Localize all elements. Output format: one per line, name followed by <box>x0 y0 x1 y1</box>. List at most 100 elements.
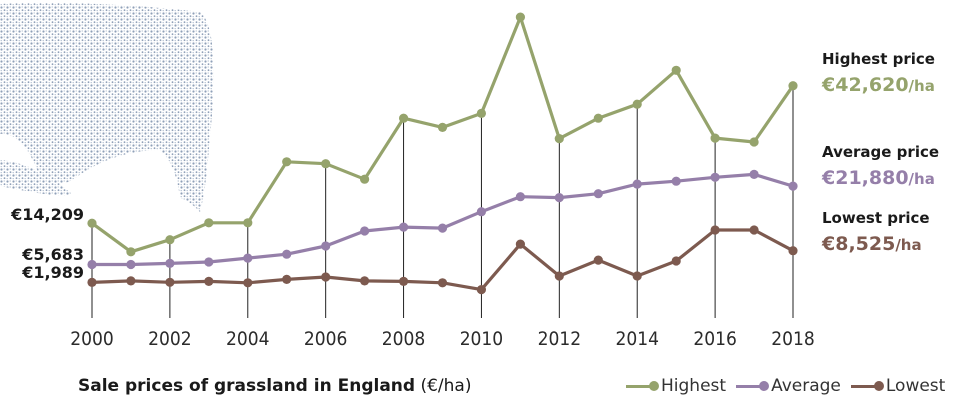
legend-item-lowest: Lowest <box>850 376 946 396</box>
point-average-2007 <box>360 226 370 236</box>
point-average-2012 <box>554 193 564 203</box>
side-label-highest-title: Highest price <box>822 50 935 68</box>
point-lowest-2006 <box>321 272 331 282</box>
point-average-2000 <box>87 259 97 270</box>
point-lowest-2001 <box>126 276 136 286</box>
point-highest-2017 <box>749 137 759 147</box>
point-average-2016 <box>710 172 720 182</box>
side-label-highest-value: €42,620 <box>821 74 909 96</box>
point-average-2005 <box>282 249 292 259</box>
side-label-average-value: €21,880 <box>821 167 909 189</box>
x-tick-2006: 2006 <box>304 328 348 350</box>
side-label-lowest-value: €8,525 <box>821 233 895 255</box>
point-lowest-2002 <box>165 277 175 287</box>
chart-legend: Highest Average Lowest <box>626 376 945 396</box>
point-highest-2015 <box>671 65 681 75</box>
point-lowest-2005 <box>282 274 292 284</box>
side-label-lowest: Lowest price €8,525/ha <box>821 209 930 255</box>
point-highest-2008 <box>399 113 409 123</box>
legend-swatch-lowest <box>850 380 884 391</box>
x-tick-2010: 2010 <box>460 328 504 350</box>
x-tick-2000: 2000 <box>70 328 114 350</box>
point-highest-2009 <box>437 122 448 132</box>
point-lowest-2000 <box>87 277 97 287</box>
point-highest-2002 <box>165 235 175 245</box>
start-label-average: €5,683 <box>21 245 84 264</box>
chart-caption: Sale prices of grassland in England (€/h… <box>78 376 471 396</box>
point-highest-2005 <box>282 157 292 167</box>
point-lowest-2010 <box>476 285 486 295</box>
caption-unit: (€/ha) <box>420 376 472 396</box>
point-average-2003 <box>204 257 214 267</box>
point-lowest-2012 <box>554 271 564 281</box>
point-average-2001 <box>126 259 136 270</box>
point-average-2014 <box>632 179 642 189</box>
point-average-2017 <box>749 169 759 179</box>
x-tick-2004: 2004 <box>226 328 270 350</box>
point-highest-2018 <box>788 81 798 91</box>
x-tick-2002: 2002 <box>148 328 192 350</box>
point-highest-2014 <box>632 99 642 109</box>
series-points <box>87 12 798 295</box>
svg-text:€21,880/ha: €21,880/ha <box>821 167 935 189</box>
point-lowest-2015 <box>671 256 681 266</box>
point-highest-2007 <box>360 174 370 184</box>
start-value-labels: €14,209 €5,683 €1,989 <box>10 205 84 282</box>
point-average-2006 <box>321 241 331 251</box>
point-average-2011 <box>515 192 526 202</box>
x-tick-2018: 2018 <box>771 328 815 350</box>
point-average-2010 <box>476 207 486 217</box>
side-label-average-title: Average price <box>822 143 939 161</box>
point-average-2015 <box>671 176 681 186</box>
legend-label-highest: Highest <box>661 376 727 396</box>
point-highest-2016 <box>710 133 720 143</box>
point-highest-2003 <box>204 218 214 228</box>
point-average-2013 <box>593 189 603 199</box>
point-lowest-2003 <box>204 276 214 286</box>
point-average-2008 <box>399 222 409 232</box>
point-lowest-2014 <box>632 271 642 281</box>
point-average-2004 <box>243 253 253 263</box>
svg-text:€42,620/ha: €42,620/ha <box>821 74 935 96</box>
x-tick-2016: 2016 <box>693 328 737 350</box>
side-label-highest-unit: /ha <box>909 77 935 95</box>
legend-label-lowest: Lowest <box>885 376 946 396</box>
point-highest-2004 <box>243 218 253 228</box>
legend-label-average: Average <box>771 376 841 396</box>
x-tick-2008: 2008 <box>382 328 426 350</box>
x-axis-tick-labels: 2000 2002 2004 2006 2008 2010 2012 2014 2016 2018 <box>70 328 815 350</box>
point-lowest-2018 <box>788 246 798 256</box>
side-label-average: Average price €21,880/ha <box>821 143 939 189</box>
point-highest-2012 <box>554 134 564 144</box>
svg-text:€8,525/ha: €8,525/ha <box>821 233 922 255</box>
point-lowest-2011 <box>515 239 526 249</box>
point-highest-2001 <box>126 247 136 257</box>
point-average-2002 <box>165 258 175 268</box>
cow-illustration <box>0 2 214 213</box>
point-lowest-2008 <box>399 276 409 286</box>
start-label-highest: €14,209 <box>10 205 84 224</box>
x-tick-2014: 2014 <box>615 328 659 350</box>
side-label-lowest-unit: /ha <box>895 236 921 254</box>
side-label-lowest-title: Lowest price <box>822 209 930 227</box>
point-average-2009 <box>437 223 448 233</box>
point-lowest-2007 <box>360 276 370 286</box>
point-lowest-2016 <box>710 225 720 235</box>
point-highest-2006 <box>321 159 331 169</box>
point-highest-2013 <box>593 113 603 123</box>
point-lowest-2009 <box>437 278 448 288</box>
legend-item-average: Average <box>736 376 841 396</box>
point-highest-2010 <box>476 108 486 118</box>
point-average-2018 <box>788 181 798 191</box>
legend-swatch-highest <box>626 380 659 391</box>
side-label-highest: Highest price €42,620/ha <box>821 50 935 96</box>
point-highest-2011 <box>515 12 526 22</box>
x-tick-2012: 2012 <box>538 328 582 350</box>
point-highest-2000 <box>87 218 97 228</box>
point-lowest-2004 <box>243 278 253 288</box>
start-label-lowest: €1,989 <box>21 263 84 282</box>
legend-item-highest: Highest <box>626 376 726 396</box>
caption-title: Sale prices of grassland in England <box>78 376 416 396</box>
side-label-average-unit: /ha <box>909 170 935 188</box>
